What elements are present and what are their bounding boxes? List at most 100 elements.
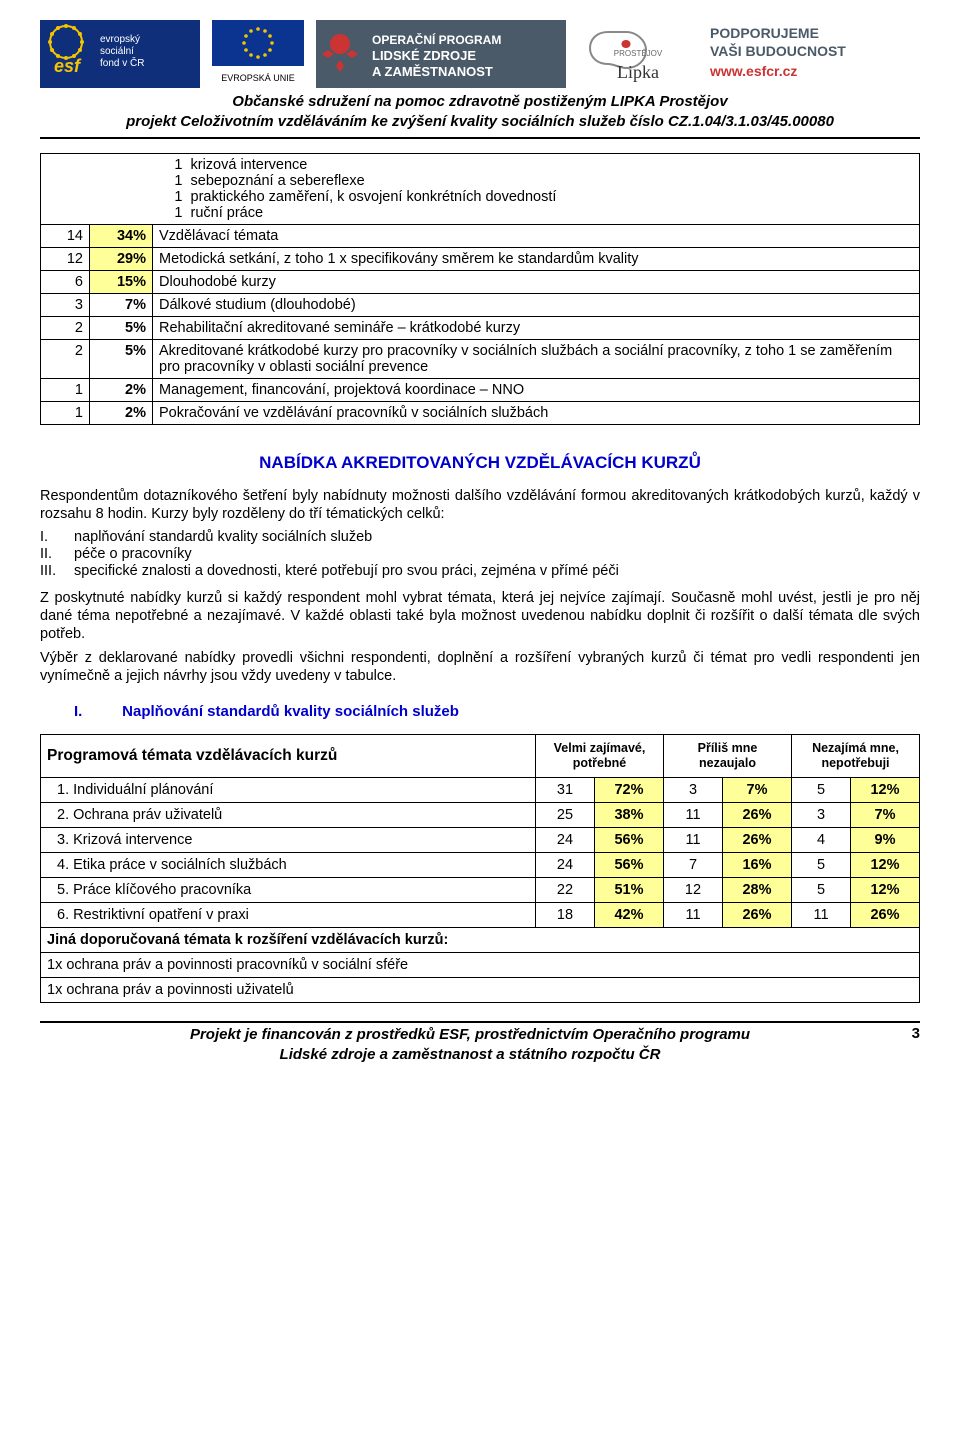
results-percent: 7% bbox=[851, 803, 920, 828]
results-count: 12 bbox=[664, 878, 723, 903]
svg-text:Lipka: Lipka bbox=[617, 62, 659, 82]
summary-count: 6 bbox=[41, 270, 90, 293]
header-org: Občanské sdružení na pomoc zdravotně pos… bbox=[40, 92, 920, 112]
lipka-logo: PROSTĚJOV Lipka bbox=[578, 20, 698, 88]
results-count: 5 bbox=[792, 878, 851, 903]
intro-paragraph-3: Výběr z deklarované nabídky provedli vši… bbox=[40, 649, 920, 685]
results-percent: 38% bbox=[595, 803, 664, 828]
summary-row: 37%Dálkové studium (dlouhodobé) bbox=[41, 293, 920, 316]
results-count: 24 bbox=[536, 828, 595, 853]
footer: Projekt je financován z prostředků ESF, … bbox=[40, 1025, 920, 1064]
results-percent: 12% bbox=[851, 878, 920, 903]
results-percent: 51% bbox=[595, 878, 664, 903]
summary-text: Vzdělávací témata bbox=[153, 224, 920, 247]
results-extra-head: Jiná doporučovaná témata k rozšíření vzd… bbox=[41, 928, 920, 953]
results-extra-line: 1x ochrana práv a povinnosti uživatelů bbox=[41, 978, 920, 1003]
results-row: 1. Individuální plánování3172%37%512% bbox=[41, 778, 920, 803]
results-row-label: 5. Práce klíčového pracovníka bbox=[41, 878, 536, 903]
results-percent: 26% bbox=[723, 828, 792, 853]
summary-subitem: 1krizová intervence bbox=[159, 157, 914, 173]
results-count: 11 bbox=[664, 803, 723, 828]
results-count: 24 bbox=[536, 853, 595, 878]
section-I-marker: I. bbox=[74, 703, 118, 720]
summary-percent: 15% bbox=[90, 270, 153, 293]
results-count: 4 bbox=[792, 828, 851, 853]
summary-percent: 34% bbox=[90, 224, 153, 247]
results-extra-head-row: Jiná doporučovaná témata k rozšíření vzd… bbox=[41, 928, 920, 953]
logo-banner: esf evropský sociální fond v ČR EVROPSKÁ… bbox=[40, 20, 920, 88]
summary-count: 2 bbox=[41, 316, 90, 339]
results-row: 6. Restriktivní opatření v praxi1842%112… bbox=[41, 903, 920, 928]
results-percent: 26% bbox=[851, 903, 920, 928]
results-extra-text: 1x ochrana práv a povinnosti uživatelů bbox=[41, 978, 920, 1003]
results-count: 5 bbox=[792, 853, 851, 878]
results-percent: 9% bbox=[851, 828, 920, 853]
results-percent: 12% bbox=[851, 853, 920, 878]
svg-text:www.esfcr.cz: www.esfcr.cz bbox=[710, 63, 797, 79]
svg-text:PROSTĚJOV: PROSTĚJOV bbox=[614, 49, 663, 58]
summary-text: Dlouhodobé kurzy bbox=[153, 270, 920, 293]
summary-percent: 7% bbox=[90, 293, 153, 316]
section-I-title: Naplňování standardů kvality sociálních … bbox=[122, 703, 459, 720]
summary-row: 1434%Vzdělávací témata bbox=[41, 224, 920, 247]
summary-table: 1krizová intervence1sebepoznání a sebere… bbox=[40, 153, 920, 425]
footer-line-1: Projekt je financován z prostředků ESF, … bbox=[190, 1026, 750, 1043]
results-row-label: 3. Krizová intervence bbox=[41, 828, 536, 853]
section-I-heading: I. Naplňování standardů kvality sociální… bbox=[74, 703, 920, 720]
summary-row: 25%Rehabilitační akreditované semináře –… bbox=[41, 316, 920, 339]
results-row-label: 4. Etika práce v sociálních službách bbox=[41, 853, 536, 878]
project-header: Občanské sdružení na pomoc zdravotně pos… bbox=[40, 92, 920, 133]
summary-row: 615%Dlouhodobé kurzy bbox=[41, 270, 920, 293]
results-extra-text: 1x ochrana práv a povinnosti pracovníků … bbox=[41, 953, 920, 978]
summary-percent: 5% bbox=[90, 339, 153, 378]
results-percent: 12% bbox=[851, 778, 920, 803]
summary-row: 12%Pokračování ve vzdělávání pracovníků … bbox=[41, 401, 920, 424]
results-percent: 42% bbox=[595, 903, 664, 928]
roman-list: I.naplňování standardů kvality sociálníc… bbox=[40, 529, 920, 579]
results-row-label: 6. Restriktivní opatření v praxi bbox=[41, 903, 536, 928]
summary-percent: 2% bbox=[90, 378, 153, 401]
svg-text:LIDSKÉ ZDROJE: LIDSKÉ ZDROJE bbox=[372, 48, 476, 63]
results-percent: 7% bbox=[723, 778, 792, 803]
results-percent: 56% bbox=[595, 828, 664, 853]
roman-item: III.specifické znalosti a dovednosti, kt… bbox=[40, 563, 920, 579]
svg-text:PODPORUJEME: PODPORUJEME bbox=[710, 25, 819, 41]
results-percent: 26% bbox=[723, 803, 792, 828]
summary-count: 1 bbox=[41, 401, 90, 424]
results-count: 11 bbox=[792, 903, 851, 928]
page-number: 3 bbox=[900, 1025, 920, 1064]
summary-count: 2 bbox=[41, 339, 90, 378]
summary-subitem: 1ruční práce bbox=[159, 205, 914, 221]
results-count: 5 bbox=[792, 778, 851, 803]
results-percent: 26% bbox=[723, 903, 792, 928]
page: esf evropský sociální fond v ČR EVROPSKÁ… bbox=[0, 0, 960, 1094]
svg-text:evropský: evropský bbox=[100, 34, 140, 45]
results-row: 5. Práce klíčového pracovníka2251%1228%5… bbox=[41, 878, 920, 903]
summary-text: Management, financování, projektová koor… bbox=[153, 378, 920, 401]
results-percent: 16% bbox=[723, 853, 792, 878]
results-percent: 28% bbox=[723, 878, 792, 903]
results-percent: 72% bbox=[595, 778, 664, 803]
results-count: 3 bbox=[792, 803, 851, 828]
summary-text: Metodická setkání, z toho 1 x specifikov… bbox=[153, 247, 920, 270]
eu-flag-logo: EVROPSKÁ UNIE bbox=[212, 20, 304, 88]
summary-percent: 2% bbox=[90, 401, 153, 424]
summary-count: 12 bbox=[41, 247, 90, 270]
roman-item: II.péče o pracovníky bbox=[40, 546, 920, 562]
intro-paragraph-2: Z poskytnuté nabídky kurzů si každý resp… bbox=[40, 589, 920, 643]
results-row-label: 2. Ochrana práv uživatelů bbox=[41, 803, 536, 828]
summary-percent: 29% bbox=[90, 247, 153, 270]
results-percent: 56% bbox=[595, 853, 664, 878]
results-count: 22 bbox=[536, 878, 595, 903]
results-count: 11 bbox=[664, 903, 723, 928]
roman-item: I.naplňování standardů kvality sociálníc… bbox=[40, 529, 920, 545]
results-row: 3. Krizová intervence2456%1126%49% bbox=[41, 828, 920, 853]
summary-row: 12%Management, financování, projektová k… bbox=[41, 378, 920, 401]
results-col-2-head: Příliš mne nezaujalo bbox=[664, 735, 792, 778]
summary-count: 3 bbox=[41, 293, 90, 316]
results-row: 2. Ochrana práv uživatelů2538%1126%37% bbox=[41, 803, 920, 828]
results-col-3-head: Nezajímá mne, nepotřebuji bbox=[792, 735, 920, 778]
esf-logo: esf evropský sociální fond v ČR bbox=[40, 20, 200, 88]
header-project: projekt Celoživotním vzděláváním ke zvýš… bbox=[40, 112, 920, 132]
results-count: 31 bbox=[536, 778, 595, 803]
